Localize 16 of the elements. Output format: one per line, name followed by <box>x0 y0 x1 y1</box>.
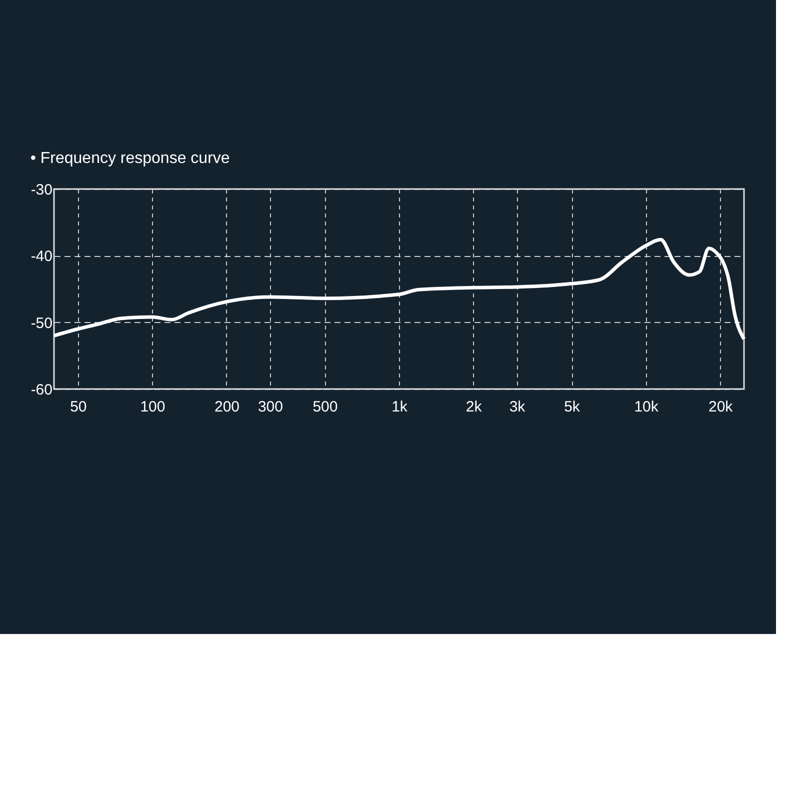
chart-title: • Frequency response curve <box>30 150 230 167</box>
x-tick-label: 500 <box>312 398 338 416</box>
y-tick-label: -40 <box>30 248 52 266</box>
y-tick-label: -50 <box>30 314 52 332</box>
x-tick-label: 10k <box>634 398 659 416</box>
y-tick-label: -30 <box>30 182 52 198</box>
x-tick-label: 2k <box>466 398 482 416</box>
x-tick-label: 100 <box>140 398 166 416</box>
x-tick-label: 50 <box>70 398 87 416</box>
x-tick-label: 5k <box>564 398 580 416</box>
x-tick-label: 300 <box>258 398 283 416</box>
x-tick-label: 200 <box>214 398 240 416</box>
x-tick-label: 1k <box>392 398 408 416</box>
x-tick-label: 3k <box>509 398 526 416</box>
y-tick-label: -60 <box>30 382 52 398</box>
x-tick-label: 20k <box>708 398 734 416</box>
